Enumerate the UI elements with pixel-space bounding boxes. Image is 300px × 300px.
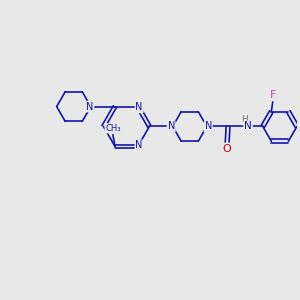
Text: H: H [241,116,248,124]
Text: O: O [223,143,232,154]
Text: N: N [135,102,143,112]
Text: F: F [270,91,276,100]
Text: N: N [135,140,143,151]
Text: N: N [167,122,175,131]
Text: N: N [205,122,212,131]
Text: N: N [244,122,252,131]
Text: CH₃: CH₃ [105,124,121,133]
Text: N: N [86,102,94,112]
